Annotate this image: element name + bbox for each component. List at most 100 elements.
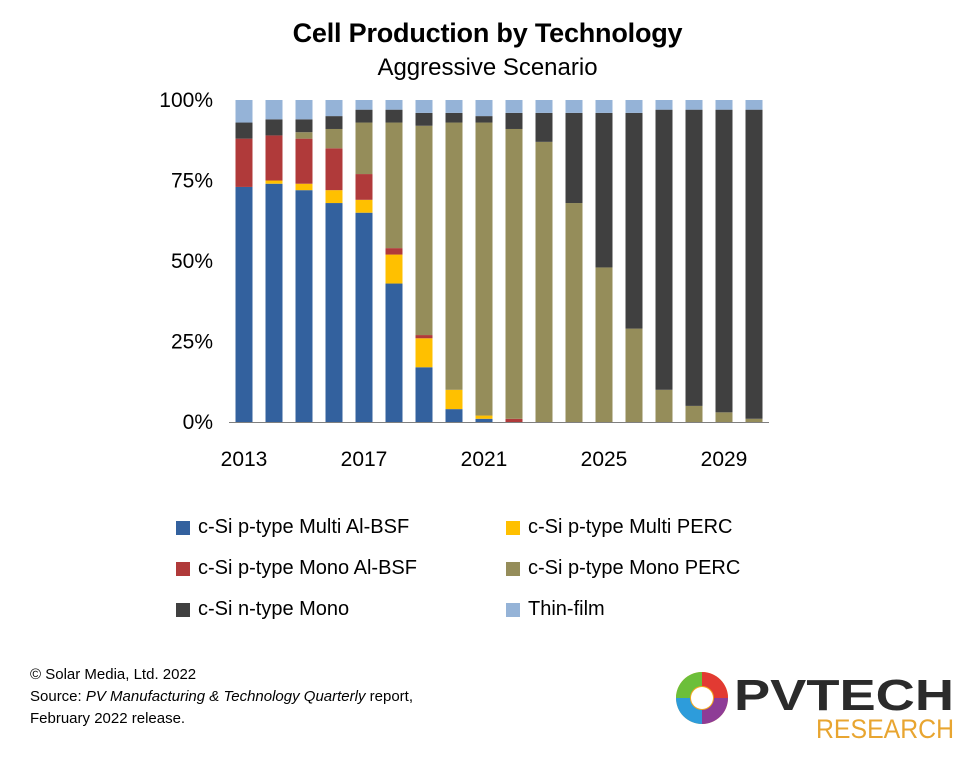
legend-label: Thin-film xyxy=(528,598,605,620)
bar-segment xyxy=(535,100,553,113)
source-report-name: PV Manufacturing & Technology Quarterly xyxy=(85,688,366,705)
bar-segment xyxy=(505,112,523,129)
x-tick-label: 2021 xyxy=(461,448,508,471)
bar-segment xyxy=(715,412,733,422)
bar-segment xyxy=(745,109,763,419)
bar-segment xyxy=(415,335,433,339)
bar-segment xyxy=(415,125,433,336)
x-tick-label: 2029 xyxy=(701,448,748,471)
copyright-text: © Solar Media, Ltd. 2022 xyxy=(30,666,197,683)
bar-segment xyxy=(295,100,313,120)
legend-swatch xyxy=(176,561,190,576)
logo-swirl-icon xyxy=(676,672,728,724)
bar-segment xyxy=(325,116,343,129)
bar-segment xyxy=(505,128,523,419)
bar-segment xyxy=(595,100,613,113)
bar-segment xyxy=(415,338,433,368)
bar-segment xyxy=(295,119,313,133)
bar-segment xyxy=(235,100,253,123)
bar-segment xyxy=(745,418,763,422)
bar-segment xyxy=(565,203,583,422)
bar-segment xyxy=(235,138,253,187)
bar-segment xyxy=(655,100,673,110)
logo-word-main: PVTECH xyxy=(734,671,954,720)
bar-segment xyxy=(385,109,403,123)
bar-segment xyxy=(355,122,373,175)
bar-segment xyxy=(355,100,373,110)
bar-segment xyxy=(355,199,373,213)
footer: © Solar Media, Ltd. 2022 Source: PV Manu… xyxy=(30,664,413,730)
bar-segment xyxy=(295,190,313,422)
bar-segment xyxy=(625,328,643,422)
bar-segment xyxy=(595,267,613,422)
bar-segment xyxy=(475,100,493,117)
legend-swatch xyxy=(506,561,520,576)
source-prefix: Source: xyxy=(30,688,86,705)
bar-segment xyxy=(475,418,493,422)
legend-item: c-Si p-type Mono Al-BSF xyxy=(176,557,417,580)
bar-segment xyxy=(385,283,403,422)
stacked-bar-chart: 0% 25% 50% 75% 100% 2013 2017 2021 2025 2029 xyxy=(159,89,769,471)
bar-segment xyxy=(655,109,673,390)
bar-segment xyxy=(745,100,763,110)
bar-segment xyxy=(445,100,463,113)
pvtech-research-logo: PVTECH RESEARCH xyxy=(676,671,954,742)
bar-segment xyxy=(325,190,343,204)
logo-word-sub: RESEARCH xyxy=(816,714,954,742)
source-suffix: report, xyxy=(365,688,414,705)
bar-segment xyxy=(265,135,283,181)
y-tick-label: 75% xyxy=(171,170,213,193)
bar-segment xyxy=(535,112,553,142)
release-text: February 2022 release. xyxy=(30,710,186,727)
bar-segment xyxy=(415,100,433,113)
legend-label: c-Si n-type Mono xyxy=(198,598,350,620)
x-tick-label: 2025 xyxy=(581,448,628,471)
bar-segment xyxy=(385,248,403,255)
x-tick-label: 2013 xyxy=(221,448,268,471)
source-text: Source: PV Manufacturing & Technology Qu… xyxy=(30,686,413,708)
bar-segment xyxy=(565,100,583,113)
bar-segment xyxy=(325,203,343,422)
bar-segment xyxy=(685,405,703,422)
bar-segment xyxy=(625,100,643,113)
chart-title: Cell Production by Technology xyxy=(292,18,683,48)
bar-segment xyxy=(235,122,253,139)
bar-segment xyxy=(475,415,493,419)
y-tick-label: 0% xyxy=(183,411,213,434)
bar-segment xyxy=(625,112,643,329)
bar-segment xyxy=(385,100,403,110)
legend-label: c-Si p-type Mono Al-BSF xyxy=(198,557,417,579)
bar-segment xyxy=(295,138,313,184)
legend-label: c-Si p-type Multi PERC xyxy=(528,516,733,538)
bar-segment xyxy=(685,109,703,406)
bar-segment xyxy=(445,389,463,410)
bar-segment xyxy=(265,119,283,136)
legend-swatch xyxy=(506,602,520,617)
bar-segment xyxy=(595,112,613,268)
bar-segment xyxy=(415,367,433,422)
bar-segment xyxy=(445,112,463,123)
bar-segment xyxy=(715,109,733,413)
bar-segment xyxy=(355,174,373,200)
legend-label: c-Si p-type Multi Al-BSF xyxy=(198,516,410,538)
bar-segment xyxy=(325,128,343,149)
bar-segment xyxy=(535,141,553,423)
bar-segment xyxy=(445,409,463,422)
bar-segment xyxy=(505,100,523,113)
bar-segment xyxy=(265,183,283,422)
y-tick-label: 25% xyxy=(171,331,213,354)
bar-segment xyxy=(445,122,463,390)
bar-segment xyxy=(235,186,253,422)
legend-swatch xyxy=(176,602,190,617)
legend-item: Thin-film xyxy=(506,598,605,621)
bar-segment xyxy=(295,183,313,191)
y-tick-label: 100% xyxy=(159,89,213,112)
bar-segment xyxy=(655,389,673,422)
bar-segment xyxy=(715,100,733,110)
bar-segment xyxy=(355,212,373,422)
bar-segment xyxy=(385,122,403,249)
x-tick-label: 2017 xyxy=(341,448,388,471)
legend-item: c-Si p-type Mono PERC xyxy=(506,557,740,580)
bar-segment xyxy=(325,148,343,191)
bar-segment xyxy=(355,109,373,123)
